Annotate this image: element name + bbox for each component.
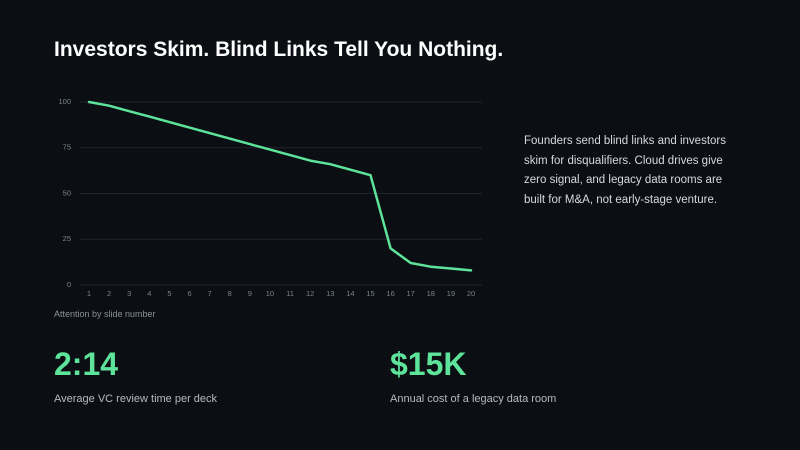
stat-value: 2:14 xyxy=(54,346,119,382)
x-tick-label: 14 xyxy=(346,289,354,298)
x-tick-label: 11 xyxy=(286,289,294,298)
y-tick-label: 75 xyxy=(63,143,71,152)
title: Investors Skim. Blind Links Tell You Not… xyxy=(54,38,504,61)
x-tick-label: 10 xyxy=(266,289,274,298)
x-tick-label: 6 xyxy=(187,289,191,298)
x-tick-label: 4 xyxy=(147,289,151,298)
x-tick-label: 20 xyxy=(467,289,475,298)
x-tick-label: 15 xyxy=(366,289,374,298)
x-tick-label: 7 xyxy=(208,289,212,298)
stat-label: Annual cost of a legacy data room xyxy=(390,393,557,405)
x-axis-label: Attention by slide number xyxy=(54,309,156,319)
data-line xyxy=(87,100,473,272)
x-tick-label: 12 xyxy=(306,289,314,298)
y-tick-label: 0 xyxy=(67,280,71,289)
x-tick-label: 19 xyxy=(447,289,455,298)
x-tick-label: 9 xyxy=(248,289,252,298)
x-tick-label: 18 xyxy=(427,289,435,298)
x-tick-label: 3 xyxy=(127,289,131,298)
x-tick-label: 5 xyxy=(167,289,171,298)
x-tick-label: 1 xyxy=(87,289,91,298)
x-tick-label: 16 xyxy=(386,289,394,298)
stat-label: Average VC review time per deck xyxy=(54,393,218,405)
y-tick-label: 50 xyxy=(63,188,71,197)
x-tick-label: 8 xyxy=(228,289,232,298)
x-tick-label: 2 xyxy=(107,289,111,298)
y-tick-label: 100 xyxy=(58,97,71,106)
description: Founders send blind links and investors … xyxy=(524,135,727,206)
y-tick-label: 25 xyxy=(63,234,71,243)
x-tick-label: 13 xyxy=(326,289,334,298)
x-tick-label: 17 xyxy=(407,289,415,298)
stat-value: $15K xyxy=(390,346,467,382)
